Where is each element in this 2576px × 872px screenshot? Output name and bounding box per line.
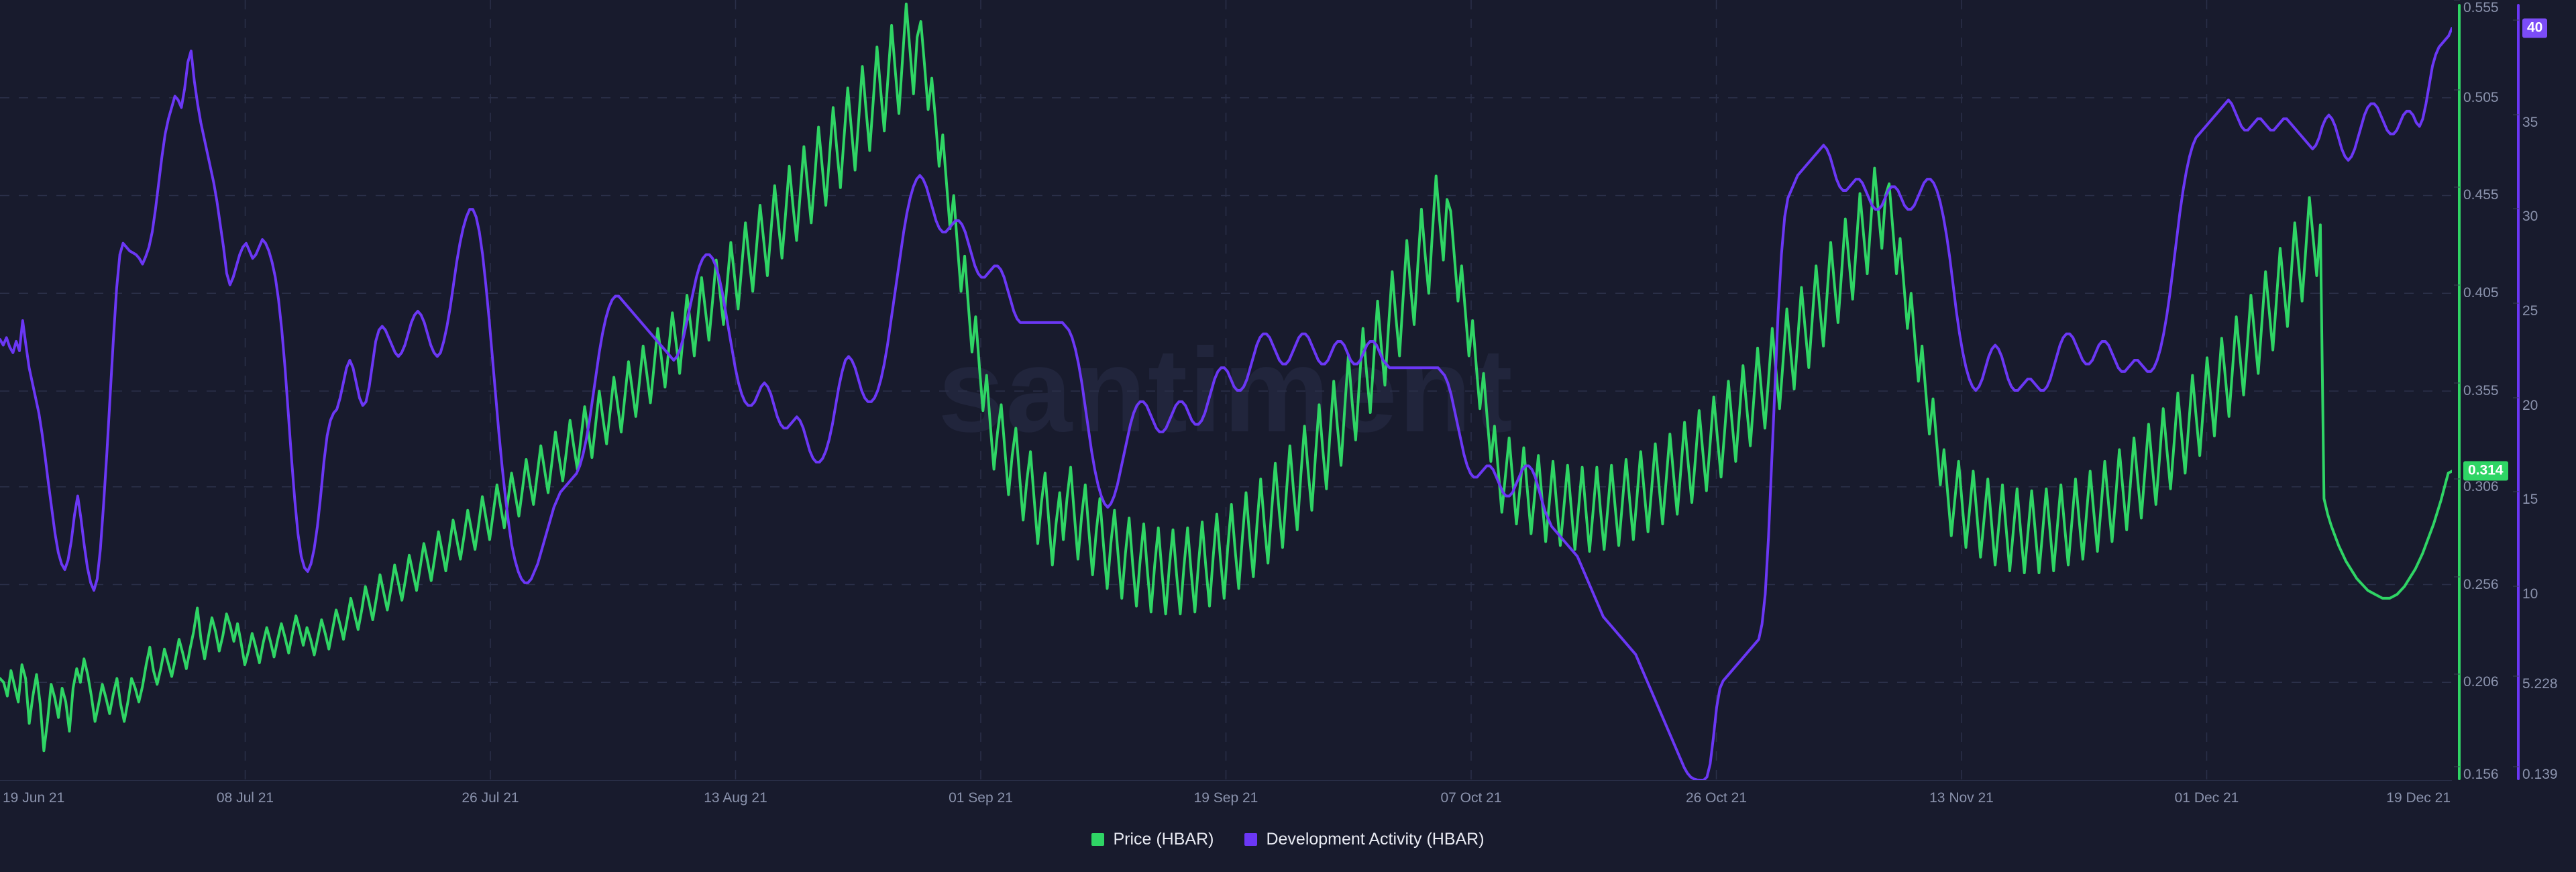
price-tick-label: 0.405 bbox=[2454, 284, 2499, 301]
x-axis-tick-label: 13 Aug 21 bbox=[704, 790, 767, 806]
x-axis-tick-label: 26 Oct 21 bbox=[1685, 790, 1748, 806]
legend-item-development-activity[interactable]: Development Activity (HBAR) bbox=[1244, 830, 1485, 849]
tick-mark bbox=[2454, 673, 2460, 675]
tick-mark bbox=[2513, 19, 2519, 21]
price-tick-label: 0.505 bbox=[2454, 89, 2499, 106]
x-axis-line bbox=[0, 780, 2452, 781]
development-activity-line bbox=[0, 27, 2452, 780]
chart-plot-svg bbox=[0, 0, 2452, 780]
development_activity-tick-label: 35 bbox=[2513, 114, 2538, 131]
development_activity-tick-label: 10 bbox=[2513, 586, 2538, 602]
x-axis-tick-label: 19 Sep 21 bbox=[1193, 790, 1258, 806]
x-axis-tick-label: 19 Jun 21 bbox=[3, 790, 65, 806]
tick-mark bbox=[2454, 186, 2460, 188]
price-tick-label: 0.555 bbox=[2454, 0, 2499, 16]
tick-mark bbox=[2513, 397, 2519, 398]
tick-mark bbox=[2513, 114, 2519, 115]
tick-mark bbox=[2454, 89, 2460, 91]
dev-axis-rule bbox=[2517, 4, 2520, 780]
x-axis-tick-label: 08 Jul 21 bbox=[216, 790, 274, 806]
development-activity-axis: 40 35 30 25 20 15 10 5.228 0.139 bbox=[2513, 0, 2576, 783]
plot-area[interactable]: santiment bbox=[0, 0, 2452, 780]
legend-swatch-price bbox=[1091, 833, 1105, 846]
legend-label-price: Price (HBAR) bbox=[1113, 830, 1214, 849]
price-current-value-badge: 0.314 bbox=[2463, 461, 2508, 481]
price-tick-label: 0.355 bbox=[2454, 382, 2499, 399]
price-line bbox=[0, 2, 2452, 753]
tick-mark bbox=[2454, 382, 2460, 384]
x-axis-tick-label: 13 Nov 21 bbox=[1929, 790, 1994, 806]
price-axis-rule bbox=[2458, 4, 2461, 780]
development_activity-tick-label: 5.228 bbox=[2513, 675, 2558, 692]
price-tick-label: 0.156 bbox=[2454, 766, 2499, 783]
x-axis-tick-label: 01 Sep 21 bbox=[949, 790, 1013, 806]
price-tick-label: 0.256 bbox=[2454, 576, 2499, 593]
chart-legend: Price (HBAR) Development Activity (HBAR) bbox=[0, 830, 2576, 849]
x-axis-tick-label: 01 Dec 21 bbox=[2174, 790, 2239, 806]
development_activity-tick-label: 15 bbox=[2513, 491, 2538, 508]
legend-label-development-activity: Development Activity (HBAR) bbox=[1266, 830, 1485, 849]
legend-item-price[interactable]: Price (HBAR) bbox=[1091, 830, 1214, 849]
development_activity-tick-label: 30 bbox=[2513, 208, 2538, 225]
price-tick-label: 0.306 bbox=[2454, 478, 2499, 495]
x-axis-tick-label: 19 Dec 21 bbox=[2386, 790, 2451, 806]
x-axis-tick-label: 07 Oct 21 bbox=[1440, 790, 1502, 806]
tick-mark bbox=[2454, 576, 2460, 578]
development_activity-tick-label: 20 bbox=[2513, 397, 2538, 414]
tick-mark bbox=[2454, 478, 2460, 480]
price-tick-label: 0.455 bbox=[2454, 186, 2499, 203]
price-axis: 0.555 0.505 0.455 0.405 0.355 0.306 0.256 0.206… bbox=[2454, 0, 2520, 783]
tick-mark bbox=[2454, 0, 2460, 1]
development_activity-tick-label: 25 bbox=[2513, 303, 2538, 319]
tick-mark bbox=[2513, 675, 2519, 677]
legend-swatch-development-activity bbox=[1244, 833, 1258, 846]
x-axis-tick-label: 26 Jul 21 bbox=[462, 790, 519, 806]
tick-mark bbox=[2454, 284, 2460, 286]
price-tick-label: 0.206 bbox=[2454, 673, 2499, 690]
development-activity-current-value-badge: 40 bbox=[2522, 18, 2548, 38]
development_activity-tick-label: 0.139 bbox=[2513, 766, 2558, 783]
